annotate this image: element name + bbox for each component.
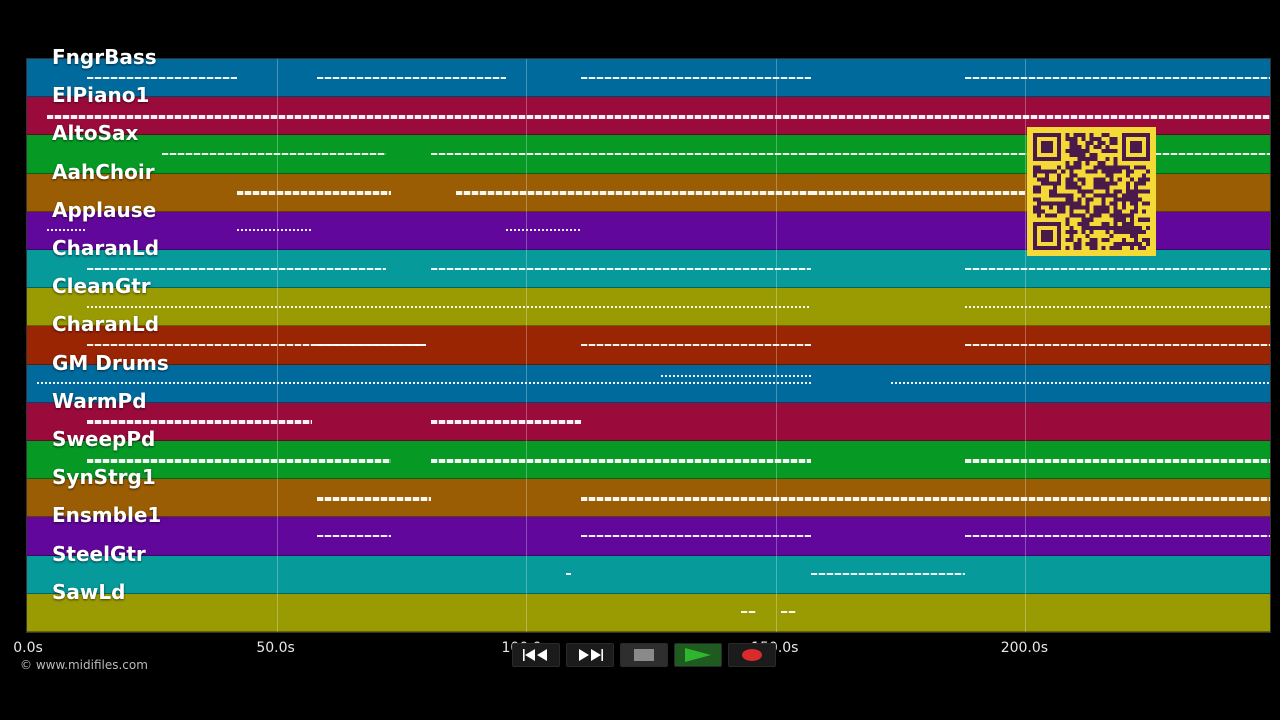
track-lane[interactable]: [27, 441, 1270, 480]
fast-forward-button[interactable]: [566, 643, 614, 667]
track-label: Ensmble1: [52, 503, 162, 528]
note-segment: [965, 534, 1270, 537]
note-segment: [46, 114, 1270, 119]
track-lane[interactable]: [27, 288, 1270, 327]
note-segment: [431, 152, 811, 155]
track-label: SynStrg1: [52, 465, 156, 490]
track-lane[interactable]: [27, 555, 1270, 594]
note-segment: [581, 534, 811, 537]
grid-line: [276, 59, 278, 632]
qr-code: [1027, 127, 1156, 256]
track-label: CharanLd: [52, 312, 160, 337]
note-segment: [86, 267, 387, 270]
note-segment: [581, 496, 1270, 501]
note-segment: [965, 305, 1270, 308]
note-segment: [506, 229, 582, 232]
track-label: SawLd: [52, 579, 126, 604]
track-lane[interactable]: [27, 364, 1270, 403]
note-segment: [316, 534, 392, 537]
note-segment: [965, 76, 1270, 79]
note-segment: [810, 191, 1026, 196]
track-lane[interactable]: [27, 593, 1270, 632]
track-label: Applause: [52, 197, 157, 222]
note-segment: [161, 152, 387, 155]
note-segment: [316, 76, 507, 79]
track-label: ElPiano1: [52, 83, 150, 108]
note-segment: [236, 191, 392, 196]
note-segment: [316, 496, 432, 501]
grid-line: [1025, 59, 1027, 632]
track-label: WarmPd: [52, 388, 147, 413]
note-segment: [890, 382, 1270, 385]
fast-forward-icon: [579, 649, 603, 661]
track-lane[interactable]: [27, 59, 1270, 98]
note-segment: [236, 229, 312, 232]
rewind-button[interactable]: [512, 643, 560, 667]
track-label: SweepPd: [52, 427, 156, 451]
note-segment: [86, 343, 427, 346]
qr-code-image: [1033, 133, 1150, 250]
track-label: FngrBass: [52, 45, 157, 69]
tick-label: 0.0s: [13, 640, 43, 656]
play-button[interactable]: [674, 643, 722, 667]
tick-label: 200.0s: [1000, 640, 1049, 656]
note-segment: [780, 611, 796, 614]
play-icon: [685, 648, 711, 662]
note-segment: [581, 343, 811, 346]
track-lane[interactable]: [27, 326, 1270, 365]
tick-label: 50.0s: [256, 640, 295, 656]
record-icon: [742, 649, 762, 661]
grid-line: [775, 59, 777, 632]
transport-controls: [512, 643, 776, 669]
note-segment: [86, 458, 392, 463]
note-segment: [660, 375, 811, 378]
track-label: SteelGtr: [52, 541, 146, 566]
grid-line: [526, 59, 528, 632]
note-segment: [965, 267, 1270, 270]
stop-button[interactable]: [620, 643, 668, 667]
track-lane[interactable]: [27, 402, 1270, 441]
track-label: CharanLd: [52, 236, 160, 260]
note-segment: [456, 191, 811, 196]
note-segment: [431, 420, 582, 425]
track-lane[interactable]: [27, 250, 1270, 289]
track-lane[interactable]: [27, 517, 1270, 556]
note-segment: [316, 343, 427, 346]
record-button[interactable]: [728, 643, 776, 667]
note-segment: [566, 573, 572, 576]
note-segment: [86, 305, 811, 308]
note-segment: [965, 458, 1270, 463]
stop-icon: [634, 649, 654, 661]
track-label: AltoSax: [52, 121, 139, 146]
note-segment: [740, 611, 756, 614]
track-label: GM Drums: [52, 350, 169, 375]
note-segment: [86, 420, 312, 425]
note-segment: [36, 382, 811, 385]
note-segment: [431, 267, 811, 270]
track-label: CleanGtr: [52, 274, 151, 299]
note-segment: [810, 573, 966, 576]
rewind-icon: [523, 649, 547, 661]
note-segment: [46, 229, 87, 232]
track-lane[interactable]: [27, 479, 1270, 518]
note-segment: [965, 343, 1270, 346]
note-segment: [431, 458, 811, 463]
track-label: AahChoir: [52, 159, 155, 184]
note-segment: [581, 76, 811, 79]
copyright-text: © www.midifiles.com: [20, 658, 148, 672]
note-segment: [256, 382, 312, 385]
note-segment: [86, 76, 237, 79]
